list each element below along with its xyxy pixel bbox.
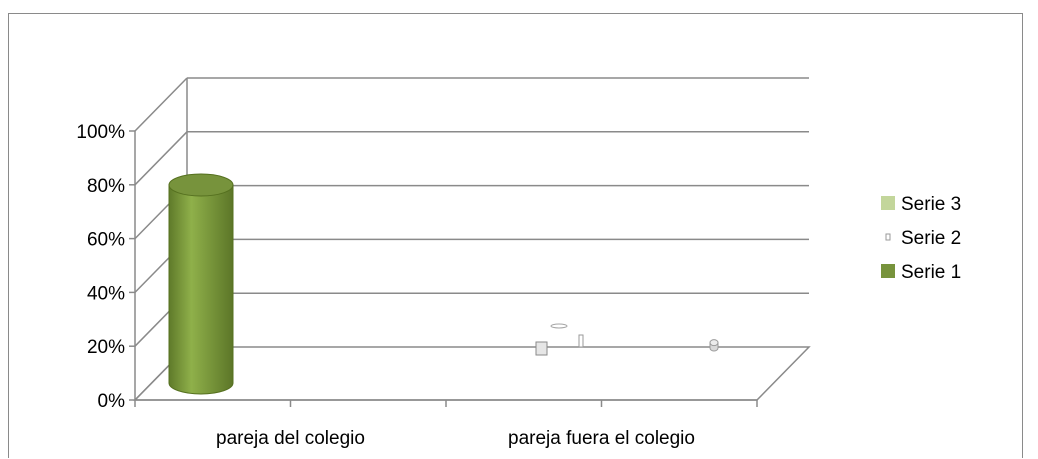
gridline-side [134, 77, 188, 132]
gridline-side [134, 131, 188, 186]
category-axis: pareja del colegio pareja fuera el colegi… [134, 399, 758, 449]
bar-serie-3-marker [550, 323, 568, 329]
legend-swatch [881, 196, 895, 210]
bar-top [168, 173, 234, 197]
legend: Serie 3 Serie 2 Serie 1 [881, 194, 961, 283]
value-axis: 0% 20% 40% 60% 80% 100% [76, 122, 136, 412]
legend-swatch [885, 233, 891, 241]
bar-serie-1 [168, 184, 234, 395]
legend-label: Serie 1 [901, 262, 961, 283]
legend-label: Serie 2 [901, 228, 961, 249]
gridlines [134, 77, 809, 401]
chart-frame [8, 13, 1023, 458]
bar-serie-2-marker [535, 341, 548, 356]
x-tick-label: pareja fuera el colegio [508, 428, 695, 449]
y-tick-label: 80% [87, 176, 125, 197]
x-tick-label: pareja del colegio [216, 428, 365, 449]
bar-serie-2-marker [578, 334, 584, 348]
y-tick-label: 40% [87, 283, 125, 304]
bar-top [709, 339, 719, 347]
legend-label: Serie 3 [901, 194, 961, 215]
legend-swatch [881, 264, 895, 278]
y-tick-label: 60% [87, 230, 125, 251]
floor [133, 346, 811, 401]
y-tick-label: 0% [98, 391, 126, 412]
y-tick-label: 100% [76, 122, 125, 143]
y-tick-label: 20% [87, 337, 125, 358]
bars [168, 173, 719, 395]
